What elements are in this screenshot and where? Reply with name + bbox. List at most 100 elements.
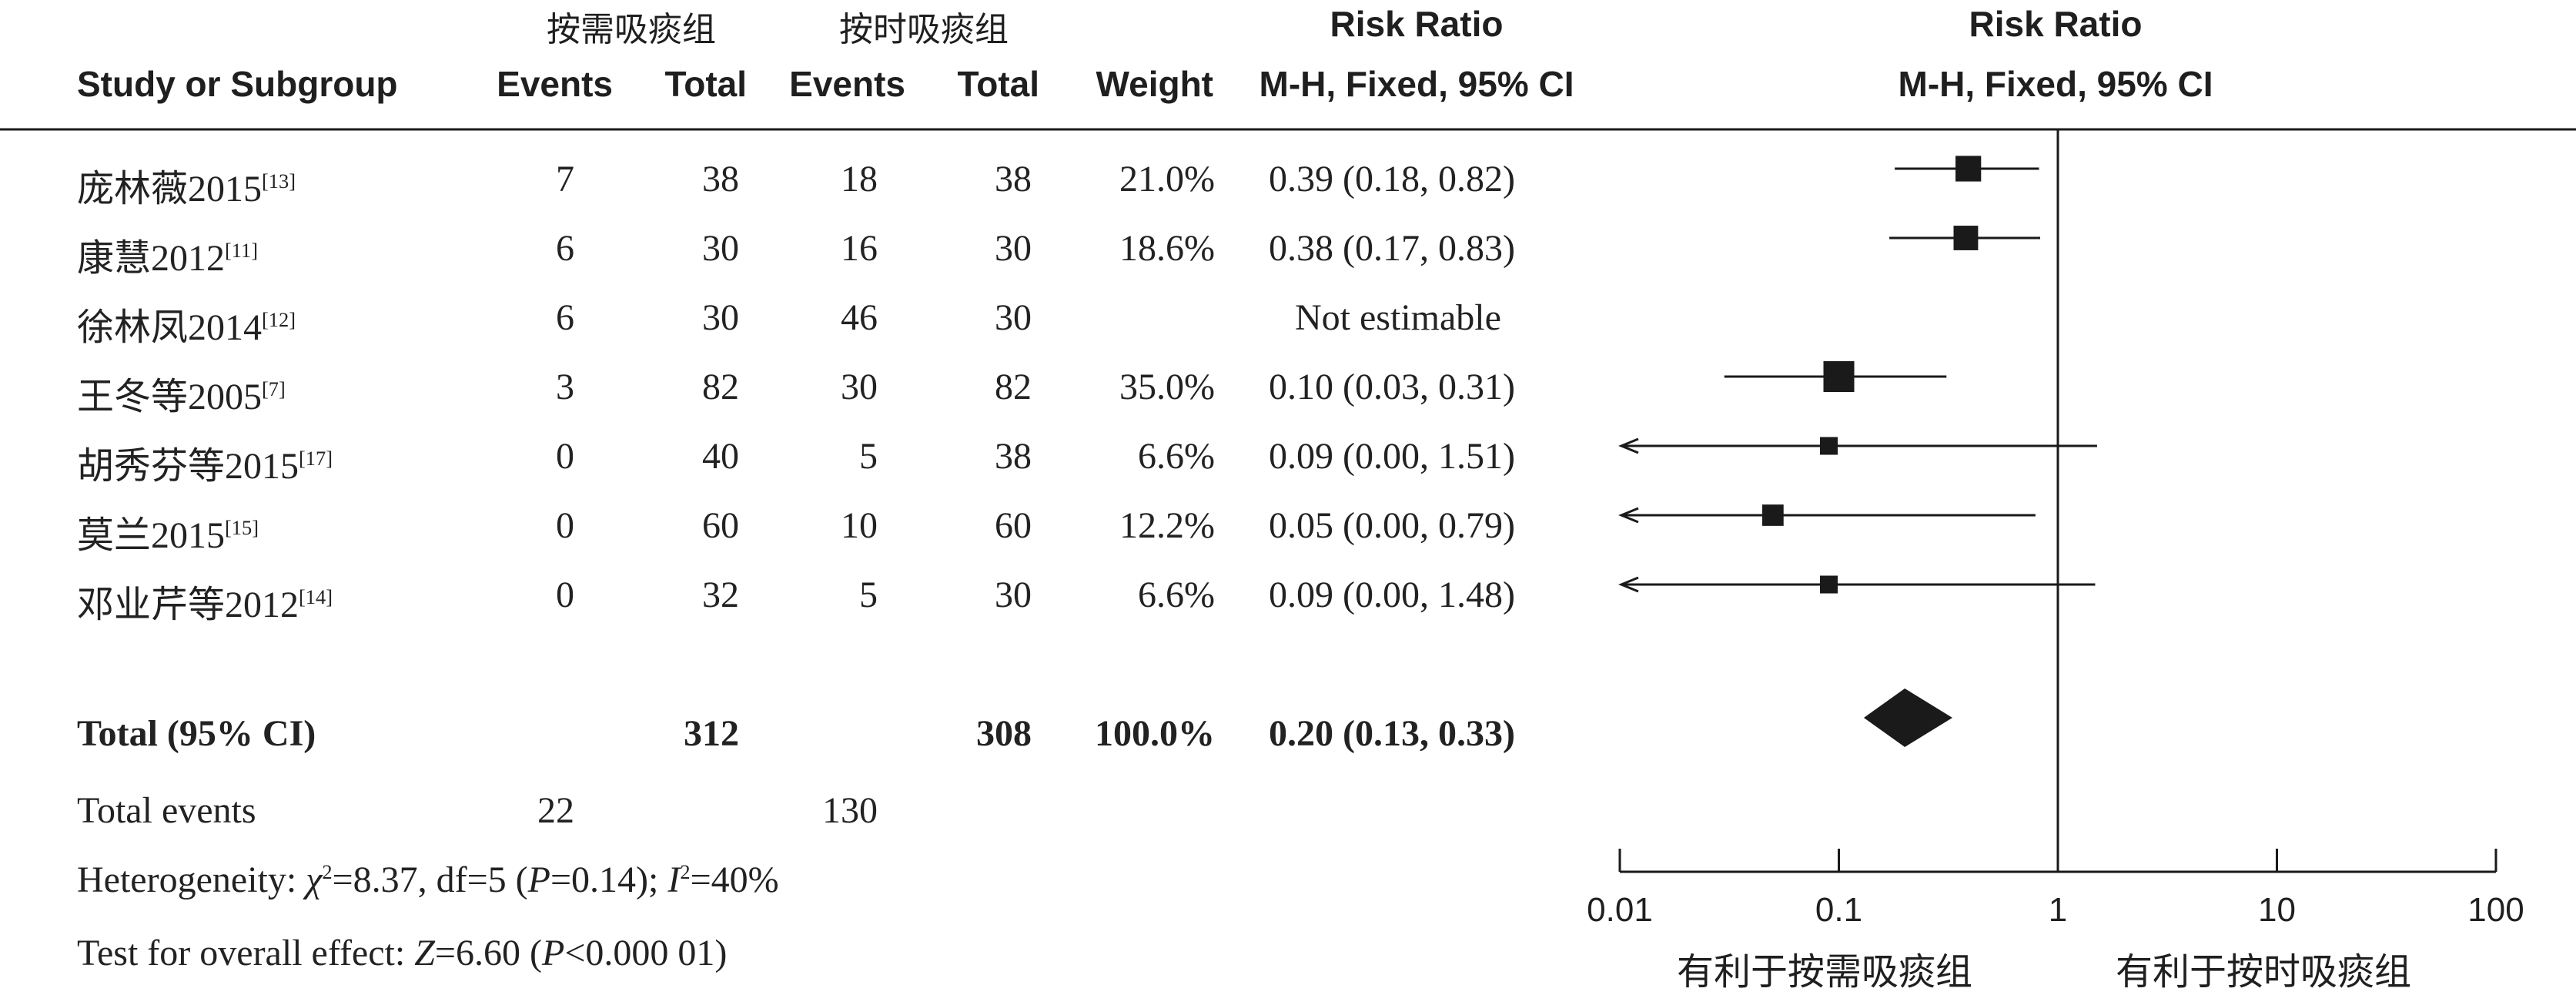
study-weight: 12.2% [1119,505,1215,546]
i-value: =40% [690,859,779,900]
study-name-text: 邓业芹等2012 [77,585,299,625]
x-axis-tick-label: 0.1 [1815,891,1862,929]
chi-symbol: χ [306,859,323,900]
pooled-diamond [1863,688,1953,747]
study-weight: 21.0% [1119,159,1215,199]
study-ci: 0.39 (0.18, 0.82) [1269,159,1515,199]
study-total1: 32 [702,575,739,615]
p-letter: P [527,859,550,900]
study-weight: 6.6% [1138,575,1215,615]
study-ci: 0.09 (0.00, 1.51) [1269,436,1515,477]
study-ci: Not estimable [1295,297,1501,338]
chi-value: =8.37, df=5 ( [332,859,528,900]
total-label: Total (95% CI) [77,713,316,754]
x-axis-tick-label: 10 [2258,891,2296,929]
study-events2: 30 [841,367,878,407]
rr-title-header: Risk Ratio [1330,4,1504,44]
study-events1: 0 [556,505,574,546]
x-axis-tick-label: 100 [2467,891,2524,929]
study-total2: 82 [995,367,1032,407]
study-name-text: 康慧2012 [77,238,226,279]
study-total1: 30 [702,228,739,269]
study-ref: [7] [262,377,286,400]
total-t2: 308 [976,713,1032,754]
total-weight: 100.0% [1095,713,1215,754]
total-events-label: Total events [77,790,256,831]
i-letter: I [667,859,681,900]
study-events2: 16 [841,228,878,269]
study-name: 王冬等2005[7] [77,366,286,420]
x-axis-tick-label: 1 [2049,891,2067,929]
study-total2: 60 [995,505,1032,546]
study-ref: [12] [262,308,296,331]
heterogeneity-text: Heterogeneity: χ2=8.37, df=5 (P=0.14); I… [77,859,779,901]
group2-header: 按时吸痰组 [839,10,1009,49]
study-ref: [11] [225,239,259,262]
study-point-marker [1762,504,1784,526]
study-events1: 0 [556,575,574,615]
study-events1: 7 [556,159,574,199]
study-weight: 18.6% [1119,228,1215,269]
study-name: 庞林薇2015[13] [77,158,296,212]
study-ref: [13] [262,169,296,193]
study-total1: 82 [702,367,739,407]
study-total2: 38 [995,436,1032,477]
rr-title-plot-header: Risk Ratio [1969,4,2143,44]
study-name: 邓业芹等2012[14] [77,574,333,628]
favours-left-label: 有利于按需吸痰组 [1676,950,1972,993]
study-ref: [17] [299,447,333,470]
study-total1: 38 [702,159,739,199]
heterogeneity-prefix: Heterogeneity: [77,859,306,900]
rr-method-header: M-H, Fixed, 95% CI [1259,64,1574,104]
weight-header: Weight [1096,64,1213,104]
overall-p-value: <0.000 01) [564,933,728,973]
p-value: =0.14); [550,859,668,900]
favours-right-label: 有利于按时吸痰组 [2115,950,2411,993]
study-events1: 6 [556,228,574,269]
overall-effect-text: Test for overall effect: Z=6.60 (P<0.000… [77,932,727,974]
study-ref: [14] [299,585,333,608]
study-total1: 60 [702,505,739,546]
study-point-marker [1953,226,1979,250]
ci-arrow [1618,576,1639,593]
chi-superscript: 2 [322,860,333,883]
study-events1: 3 [556,367,574,407]
study-point-marker [1823,361,1855,392]
study-name-text: 庞林薇2015 [77,169,263,209]
overall-p-letter: P [541,933,565,973]
events1-header: Events [497,64,613,104]
study-name-text: 王冬等2005 [77,377,263,417]
study-column-header: Study or Subgroup [77,64,398,104]
study-name: 胡秀芬等2015[17] [77,435,333,489]
study-name-text: 莫兰2015 [77,515,226,556]
study-point-marker [1819,575,1838,594]
total2-header: Total [957,64,1039,104]
study-point-marker [1819,437,1838,455]
study-weight: 6.6% [1138,436,1215,477]
study-point-marker [1955,156,1982,182]
i-superscript: 2 [680,860,691,883]
total-events-e1: 22 [537,790,574,831]
ci-arrow [1618,437,1639,454]
group1-header: 按需吸痰组 [547,10,716,49]
total-ci: 0.20 (0.13, 0.33) [1269,713,1515,754]
events2-header: Events [789,64,905,104]
study-name: 徐林凤2014[12] [77,296,296,350]
total1-header: Total [664,64,747,104]
study-name: 莫兰2015[15] [77,504,259,558]
study-total2: 30 [995,297,1032,338]
study-name-text: 徐林凤2014 [77,307,263,348]
z-letter: Z [414,933,435,973]
study-total1: 30 [702,297,739,338]
total-t1: 312 [684,713,739,754]
x-axis-tick-label: 0.01 [1587,891,1653,929]
study-ci: 0.09 (0.00, 1.48) [1269,575,1515,615]
study-events1: 0 [556,436,574,477]
study-weight: 35.0% [1119,367,1215,407]
study-total1: 40 [702,436,739,477]
study-total2: 30 [995,228,1032,269]
study-ci: 0.05 (0.00, 0.79) [1269,505,1515,546]
study-ci: 0.10 (0.03, 0.31) [1269,367,1515,407]
study-total2: 30 [995,575,1032,615]
